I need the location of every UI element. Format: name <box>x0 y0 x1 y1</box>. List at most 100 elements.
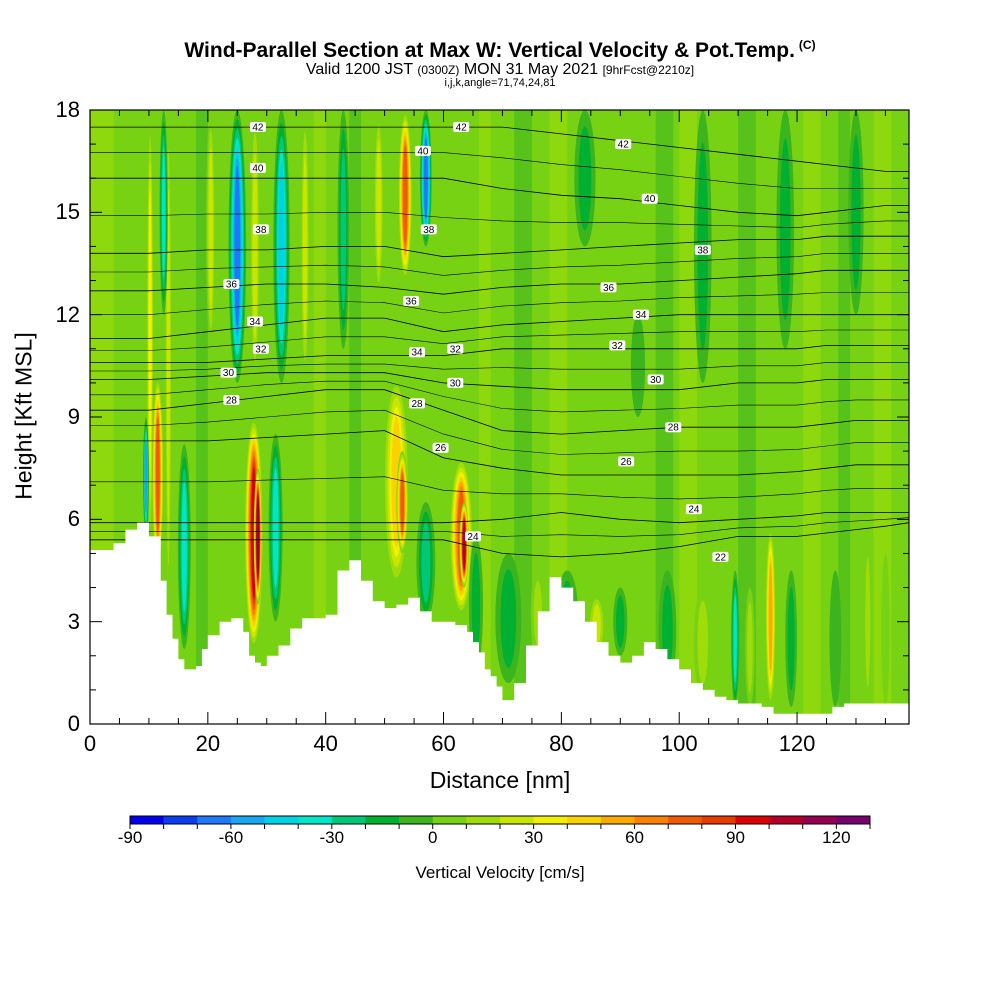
velocity-cell <box>495 553 522 684</box>
colorbar-tick-label: -90 <box>117 828 143 847</box>
colorbar-swatch <box>600 816 635 824</box>
colorbar-tick-label: 60 <box>625 828 644 847</box>
colorbar-label: Vertical Velocity [cm/s] <box>415 863 585 882</box>
theta-contour-28 <box>90 389 909 435</box>
x-tick-label: 60 <box>431 731 456 756</box>
velocity-cell <box>613 587 628 656</box>
forecast-info: [9hrFcst@2210z] <box>602 63 695 77</box>
velocity-band <box>733 595 737 683</box>
theta-contour-minor <box>90 212 909 229</box>
valid-date: MON 31 May 2021 <box>463 61 599 78</box>
colorbar-swatch <box>668 816 703 824</box>
svg-text:30: 30 <box>450 378 462 389</box>
svg-text:34: 34 <box>411 348 423 359</box>
velocity-band <box>144 440 148 513</box>
velocity-band <box>208 148 213 311</box>
velocity-cell <box>253 468 263 605</box>
background-stripe <box>549 110 568 724</box>
velocity-cell <box>273 110 290 383</box>
theta-contour-30 <box>90 372 909 391</box>
velocity-cell <box>776 110 795 349</box>
svg-text:40: 40 <box>252 163 264 174</box>
y-tick-label: 12 <box>55 301 80 327</box>
background-stripe <box>313 110 326 724</box>
velocity-cell <box>863 536 872 707</box>
terrain-mask <box>90 522 909 724</box>
colorbar <box>129 815 871 829</box>
svg-text:26: 26 <box>621 457 633 468</box>
y-tick-label: 9 <box>67 404 80 429</box>
theta-contour-22 <box>90 522 909 558</box>
colorbar-tick-label: 30 <box>524 828 544 847</box>
x-tick-label: 0 <box>83 731 97 756</box>
contour-label: 42 <box>615 139 632 151</box>
colorbar-swatch <box>533 816 568 824</box>
velocity-cell <box>159 110 168 315</box>
velocity-cell <box>373 110 385 298</box>
velocity-band <box>403 145 408 245</box>
theta-contour-minor <box>90 409 909 455</box>
colorbar-tick-label: 120 <box>822 828 851 847</box>
velocity-cell <box>249 110 261 383</box>
colorbar-swatch <box>163 816 198 824</box>
axes <box>89 109 909 725</box>
svg-text:38: 38 <box>255 225 267 236</box>
background-stripe <box>802 110 821 724</box>
contour-label: 38 <box>420 224 437 236</box>
velocity-band <box>881 553 890 707</box>
colorbar-swatch <box>567 816 602 824</box>
velocity-band <box>400 472 405 532</box>
theta-contour-minor <box>90 329 909 351</box>
contour-label: 30 <box>647 374 664 386</box>
valid-time: Valid 1200 JST <box>305 61 413 78</box>
colorbar-swatch <box>230 816 265 824</box>
svg-text:40: 40 <box>644 194 656 205</box>
colorbar-tick-label: 0 <box>427 828 438 847</box>
background-stripe <box>349 110 362 724</box>
svg-text:30: 30 <box>650 375 662 386</box>
colorbar-swatch <box>130 816 164 824</box>
contour-label: 32 <box>609 340 626 352</box>
contour-label: 36 <box>403 296 420 308</box>
contour-label: 34 <box>246 316 263 328</box>
svg-text:36: 36 <box>406 297 418 308</box>
svg-text:42: 42 <box>252 123 264 134</box>
contour-label: 30 <box>220 367 237 379</box>
contour-label: 40 <box>414 145 431 157</box>
theta-contour-labels: 42 42 42 40 40 40 38 38 38 36 36 36 34 34 34 32 32 32 30 30… <box>220 122 729 563</box>
background-stripe <box>514 110 532 724</box>
copyright-mark: (C) <box>798 38 816 52</box>
velocity-cell <box>268 434 283 622</box>
velocity-band <box>616 595 625 648</box>
colorbar-swatch <box>298 816 333 824</box>
contour-label: 32 <box>252 343 269 355</box>
colorbar-swatch <box>264 816 299 824</box>
colorbar-swatch <box>432 816 467 824</box>
velocity-cell <box>300 110 310 383</box>
theta-contour-minor <box>90 253 909 276</box>
colorbar-swatch <box>836 816 871 824</box>
velocity-band <box>278 162 285 331</box>
x-tick-label: 40 <box>313 731 338 756</box>
svg-text:40: 40 <box>417 146 429 157</box>
theta-contours <box>90 126 909 558</box>
colorbar-tick-label: 90 <box>725 828 745 847</box>
velocity-band <box>787 586 795 691</box>
velocity-cell <box>765 526 776 707</box>
velocity-cell <box>745 587 755 707</box>
terrain <box>90 522 909 724</box>
colorbar-swatch <box>802 816 837 824</box>
velocity-cell <box>143 417 149 537</box>
velocity-cell <box>228 110 247 383</box>
x-tick-label: 120 <box>778 731 816 756</box>
velocity-band <box>181 481 187 613</box>
velocity-band <box>272 467 279 588</box>
svg-text:32: 32 <box>450 344 462 355</box>
colorbar-swatch <box>769 816 804 824</box>
contour-label: 24 <box>685 504 702 516</box>
velocity-band <box>865 556 871 687</box>
velocity-cell <box>177 444 191 649</box>
svg-text:36: 36 <box>603 283 615 294</box>
velocity-cell <box>459 502 469 588</box>
